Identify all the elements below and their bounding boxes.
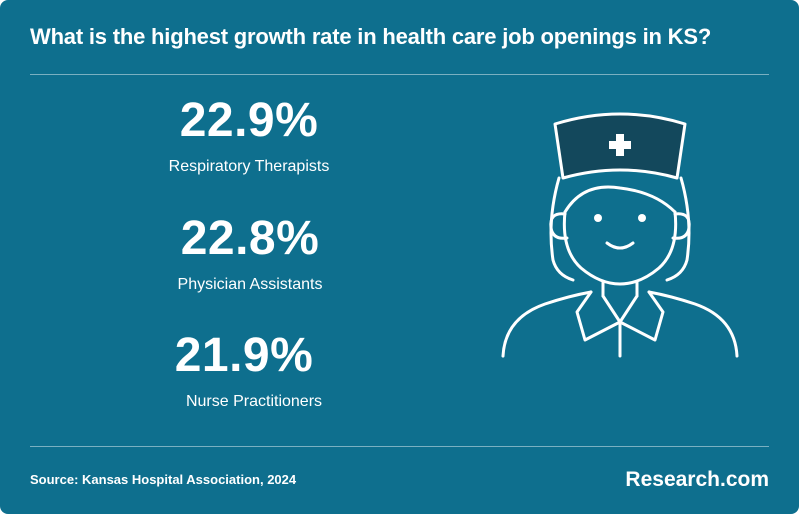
stat-label: Physician Assistants xyxy=(177,276,323,293)
stat-value: 22.9% xyxy=(179,94,319,147)
stat-respiratory-therapists: 22.9% Respiratory Therapists xyxy=(99,93,399,177)
stat-value: 21.9% xyxy=(174,329,314,382)
stat-value: 22.8% xyxy=(180,212,320,265)
nurse-icon xyxy=(495,100,745,362)
brand-logo: Research.com xyxy=(625,468,769,491)
top-divider xyxy=(30,74,769,75)
page-title: What is the highest growth rate in healt… xyxy=(30,24,712,49)
source-note: Source: Kansas Hospital Association, 202… xyxy=(30,472,297,487)
stat-label: Nurse Practitioners xyxy=(185,393,323,410)
bottom-divider xyxy=(30,446,769,447)
stat-physician-assistants: 22.8% Physician Assistants xyxy=(100,211,400,295)
stat-nurse-practitioners: 21.9% Nurse Practitioners xyxy=(94,328,394,412)
stat-label: Respiratory Therapists xyxy=(168,158,330,175)
